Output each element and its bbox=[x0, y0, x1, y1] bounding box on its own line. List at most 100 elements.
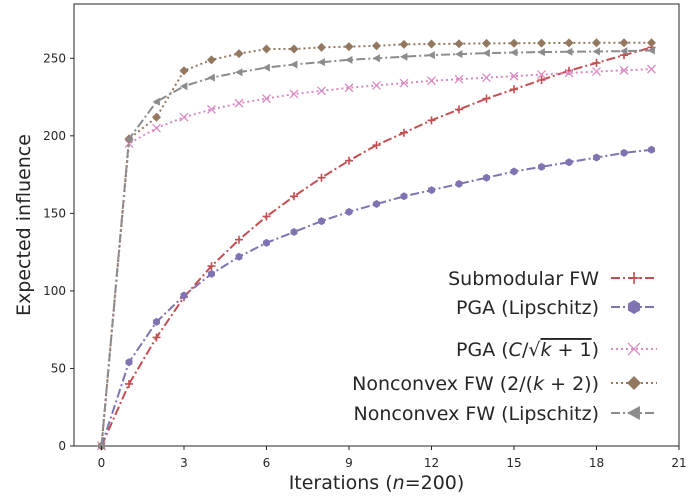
x-tick-label: 12 bbox=[424, 456, 439, 470]
tick-layer: 0 3 6 9 12 15 18 21 0 50 100 150 200 250 bbox=[43, 51, 687, 470]
data-point bbox=[428, 186, 435, 195]
data-point bbox=[647, 38, 656, 48]
data-point bbox=[262, 94, 271, 104]
x-tick-label: 9 bbox=[345, 456, 353, 470]
data-point bbox=[372, 80, 381, 90]
data-point bbox=[537, 38, 546, 48]
data-point bbox=[619, 65, 629, 75]
data-point bbox=[235, 252, 243, 261]
data-point bbox=[289, 44, 299, 54]
data-point bbox=[125, 379, 133, 388]
legend: Submodular FW PGA (Lipschitz) PGA (C/√k + … bbox=[352, 268, 657, 425]
x-axis-label: Iterations (n=200) bbox=[289, 472, 465, 494]
series-5 bbox=[97, 46, 655, 450]
legend-marker bbox=[627, 406, 640, 420]
data-point bbox=[152, 333, 161, 342]
y-tick-label: 150 bbox=[43, 206, 66, 220]
data-point bbox=[483, 173, 490, 182]
legend-item: Submodular FW bbox=[448, 268, 657, 290]
data-point bbox=[427, 76, 436, 86]
data-point bbox=[372, 54, 380, 63]
legend-marker bbox=[627, 342, 641, 356]
legend-label: Nonconvex FW (Lipschitz) bbox=[354, 403, 599, 425]
data-point bbox=[262, 44, 271, 54]
data-point bbox=[482, 38, 491, 48]
data-point bbox=[399, 39, 409, 49]
data-point bbox=[234, 98, 244, 108]
data-point bbox=[317, 86, 326, 96]
data-point bbox=[510, 85, 518, 94]
data-point bbox=[152, 97, 160, 106]
data-point bbox=[427, 116, 436, 125]
legend-item: Nonconvex FW (Lipschitz) bbox=[354, 403, 657, 425]
data-point bbox=[345, 156, 353, 165]
data-point bbox=[290, 60, 298, 69]
data-point bbox=[592, 47, 600, 56]
legend-label: Nonconvex FW (2/(k + 2)) bbox=[352, 373, 599, 395]
y-axis-label: Expected influence bbox=[13, 134, 35, 316]
y-tick-label: 50 bbox=[51, 361, 66, 375]
data-point bbox=[372, 141, 381, 150]
legend-marker bbox=[627, 376, 641, 390]
data-point bbox=[344, 42, 354, 52]
data-point bbox=[593, 153, 600, 162]
data-point bbox=[592, 67, 601, 76]
data-point bbox=[345, 55, 353, 64]
data-point bbox=[152, 123, 161, 133]
data-point bbox=[565, 158, 573, 167]
data-point bbox=[152, 112, 161, 122]
data-point bbox=[180, 82, 188, 91]
y-tick-label: 250 bbox=[43, 51, 66, 65]
data-point bbox=[564, 38, 574, 48]
data-point bbox=[125, 358, 133, 367]
legend-item: PGA (C/√k + 1) bbox=[456, 339, 657, 361]
data-point bbox=[318, 217, 325, 226]
data-point bbox=[509, 38, 519, 48]
data-point bbox=[482, 49, 490, 58]
data-point bbox=[289, 89, 299, 99]
data-point bbox=[564, 68, 574, 78]
data-point bbox=[179, 112, 189, 122]
data-point bbox=[317, 42, 326, 52]
x-tick-label: 0 bbox=[98, 456, 106, 470]
legend-label: PGA (C/√k + 1) bbox=[456, 339, 599, 361]
y-tick-label: 200 bbox=[43, 129, 66, 143]
data-point bbox=[262, 212, 271, 221]
legend-label: Submodular FW bbox=[448, 268, 599, 290]
data-point bbox=[207, 73, 215, 82]
data-point bbox=[510, 167, 518, 176]
data-point bbox=[345, 207, 353, 216]
data-point bbox=[620, 47, 628, 56]
legend-marker bbox=[627, 300, 641, 314]
data-point bbox=[235, 235, 243, 244]
data-point bbox=[647, 46, 655, 55]
data-point bbox=[179, 66, 189, 76]
data-point bbox=[263, 238, 270, 247]
data-point bbox=[180, 291, 188, 300]
data-point bbox=[537, 48, 545, 57]
data-point bbox=[455, 50, 463, 59]
data-point bbox=[454, 39, 464, 49]
data-point bbox=[207, 262, 216, 271]
data-point bbox=[153, 317, 160, 326]
series-line bbox=[100, 46, 652, 447]
data-point bbox=[344, 83, 354, 93]
data-point bbox=[510, 48, 518, 57]
data-point bbox=[455, 105, 463, 114]
data-point bbox=[400, 128, 408, 137]
data-point bbox=[262, 63, 270, 72]
data-point bbox=[400, 52, 408, 61]
data-point bbox=[592, 38, 601, 48]
data-point bbox=[400, 192, 408, 201]
x-tick-label: 15 bbox=[506, 456, 521, 470]
data-point bbox=[509, 71, 519, 81]
data-point bbox=[317, 58, 325, 67]
data-point bbox=[592, 58, 601, 67]
y-tick-label: 100 bbox=[43, 284, 66, 298]
x-tick-label: 21 bbox=[671, 456, 686, 470]
legend-item: Nonconvex FW (2/(k + 2)) bbox=[352, 373, 657, 395]
data-point bbox=[537, 75, 546, 84]
data-point bbox=[290, 192, 298, 201]
data-point bbox=[537, 70, 546, 80]
data-point bbox=[317, 173, 326, 182]
